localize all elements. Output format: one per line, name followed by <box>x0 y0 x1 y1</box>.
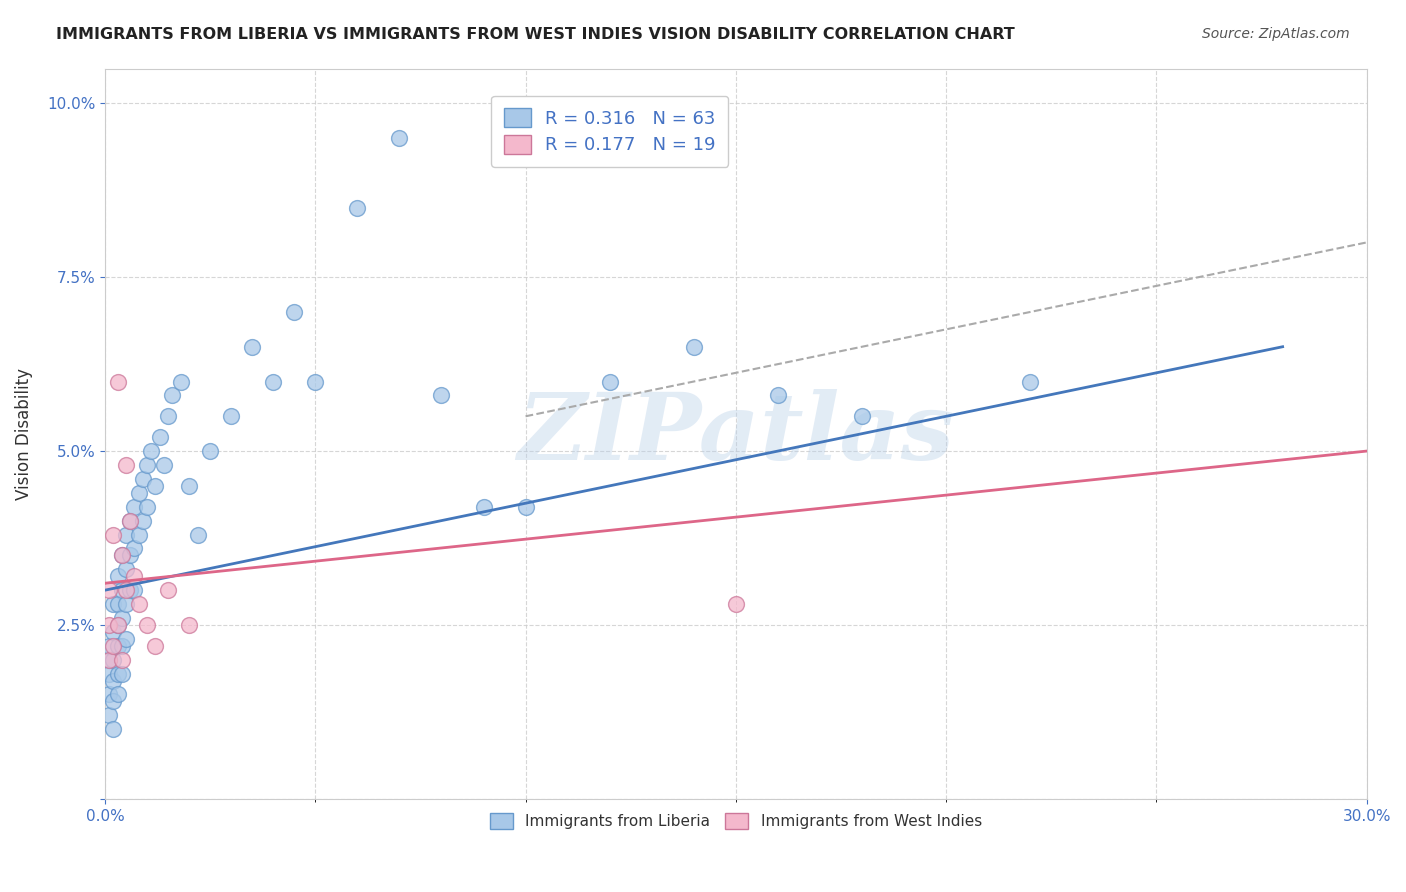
Point <box>136 458 159 472</box>
Point <box>124 569 146 583</box>
Point <box>170 375 193 389</box>
Point <box>240 340 263 354</box>
Point <box>98 653 121 667</box>
Point <box>124 583 146 598</box>
Point <box>177 618 200 632</box>
Point <box>115 562 138 576</box>
Point <box>682 340 704 354</box>
Point <box>128 597 150 611</box>
Point <box>115 597 138 611</box>
Point <box>157 409 180 424</box>
Point <box>98 708 121 723</box>
Point <box>128 485 150 500</box>
Point <box>98 639 121 653</box>
Point <box>103 597 125 611</box>
Point <box>103 639 125 653</box>
Point <box>304 375 326 389</box>
Point <box>219 409 242 424</box>
Point <box>346 201 368 215</box>
Point <box>198 444 221 458</box>
Text: Source: ZipAtlas.com: Source: ZipAtlas.com <box>1202 27 1350 41</box>
Point <box>111 583 134 598</box>
Point <box>107 569 129 583</box>
Point <box>98 666 121 681</box>
Point <box>120 514 142 528</box>
Point <box>111 549 134 563</box>
Point <box>103 527 125 541</box>
Point <box>766 388 789 402</box>
Point <box>515 500 537 514</box>
Point <box>186 527 208 541</box>
Point <box>145 479 167 493</box>
Point <box>124 541 146 556</box>
Point <box>98 618 121 632</box>
Point <box>111 666 134 681</box>
Point <box>851 409 873 424</box>
Y-axis label: Vision Disability: Vision Disability <box>15 368 32 500</box>
Point <box>177 479 200 493</box>
Point <box>388 131 411 145</box>
Point <box>430 388 453 402</box>
Text: ZIPatlas: ZIPatlas <box>517 389 955 479</box>
Point <box>103 673 125 688</box>
Point <box>107 666 129 681</box>
Point <box>111 653 134 667</box>
Point <box>107 597 129 611</box>
Legend: Immigrants from Liberia, Immigrants from West Indies: Immigrants from Liberia, Immigrants from… <box>484 806 988 835</box>
Point <box>98 653 121 667</box>
Point <box>107 688 129 702</box>
Point <box>141 444 163 458</box>
Point <box>124 500 146 514</box>
Point <box>132 472 155 486</box>
Point <box>111 549 134 563</box>
Point <box>157 583 180 598</box>
Point <box>103 653 125 667</box>
Point <box>111 611 134 625</box>
Point <box>132 514 155 528</box>
Point <box>107 618 129 632</box>
Text: IMMIGRANTS FROM LIBERIA VS IMMIGRANTS FROM WEST INDIES VISION DISABILITY CORRELA: IMMIGRANTS FROM LIBERIA VS IMMIGRANTS FR… <box>56 27 1015 42</box>
Point <box>262 375 284 389</box>
Point <box>120 583 142 598</box>
Point <box>120 549 142 563</box>
Point <box>115 527 138 541</box>
Point <box>153 458 176 472</box>
Point <box>1019 375 1042 389</box>
Point <box>136 618 159 632</box>
Point <box>599 375 621 389</box>
Point <box>98 583 121 598</box>
Point <box>128 527 150 541</box>
Point <box>120 514 142 528</box>
Point <box>283 305 305 319</box>
Point <box>136 500 159 514</box>
Point <box>162 388 184 402</box>
Point <box>115 458 138 472</box>
Point <box>107 618 129 632</box>
Point <box>145 639 167 653</box>
Point <box>472 500 495 514</box>
Point <box>115 632 138 646</box>
Point <box>103 624 125 639</box>
Point <box>111 639 134 653</box>
Point <box>115 583 138 598</box>
Point <box>103 723 125 737</box>
Point <box>107 639 129 653</box>
Point <box>98 688 121 702</box>
Point <box>107 375 129 389</box>
Point <box>103 694 125 708</box>
Point <box>724 597 747 611</box>
Point <box>149 430 172 444</box>
